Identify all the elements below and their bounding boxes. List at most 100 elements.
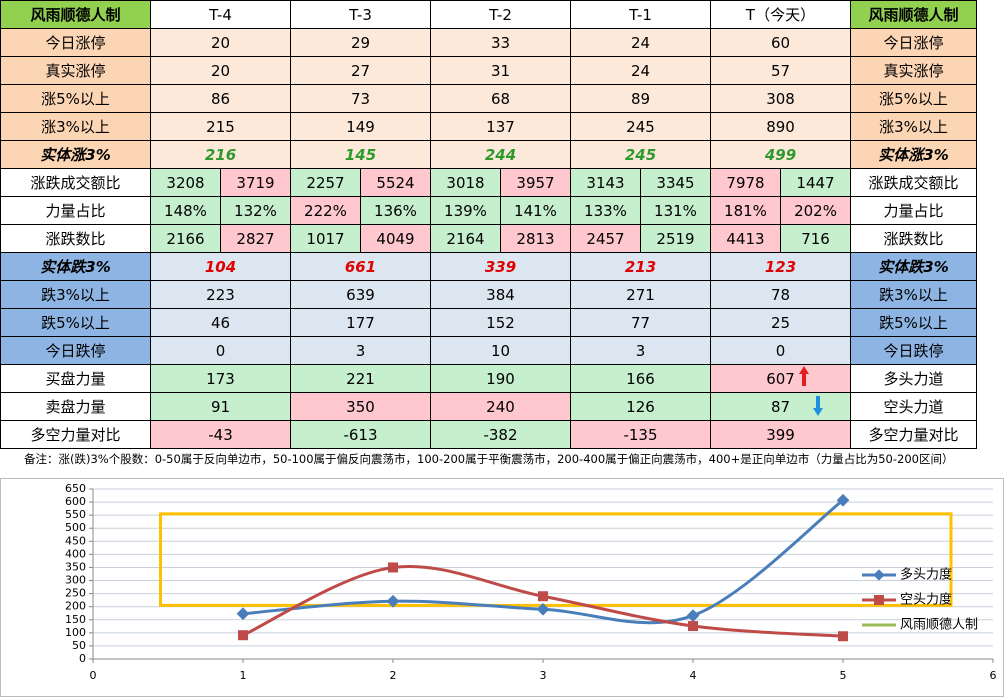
- value-cell: 661: [290, 252, 431, 281]
- y-tick-label: 450: [65, 534, 86, 547]
- value-cell: 173: [150, 364, 291, 393]
- value-cell: 60: [709, 28, 852, 57]
- note: 备注：涨(跌)3%个股数：0-50属于反向单边市，50-100属于偏反向震荡市，…: [24, 452, 954, 466]
- pair-cell: 3719: [220, 168, 291, 197]
- y-tick-label: 0: [79, 652, 86, 665]
- x-tick-label: 4: [690, 669, 697, 682]
- row-label-right: 跌3%以上: [850, 280, 978, 309]
- pair-cell: 2827: [220, 224, 291, 253]
- y-tick-label: 400: [65, 547, 86, 560]
- row-label-right: 涨跌数比: [850, 224, 978, 253]
- value-cell: 152: [430, 308, 571, 337]
- row-label-right: 力量占比: [850, 196, 978, 225]
- row-label: 跌5%以上: [0, 308, 151, 337]
- pair-cell: 1017: [290, 224, 361, 253]
- value-cell: 271: [570, 280, 711, 309]
- row-label-right: 涨5%以上: [850, 84, 978, 113]
- table-row: 实体跌3% 104 661 339 213 123 实体跌3%: [0, 252, 978, 281]
- table-row: 涨跌数比 2166 2827 1017 4049 2164 2813 2457 2519 4413…: [0, 224, 978, 253]
- pair-cell: 132%: [220, 196, 291, 225]
- header-cell: T-1: [570, 0, 711, 29]
- y-tick-label: 200: [65, 600, 86, 613]
- row-label-right: 涨跌成交额比: [850, 168, 978, 197]
- header-cell: T-2: [430, 0, 571, 29]
- pair-cell: 139%: [430, 196, 501, 225]
- data-table: 风雨顺德人制 T-4 T-3 T-2 T-1 T（今天） 风雨顺德人制 今日涨停 20 29 33 2…: [0, 0, 978, 449]
- x-tick-label: 3: [540, 669, 547, 682]
- value-cell: 68: [430, 84, 571, 113]
- value-cell: 216: [150, 140, 291, 169]
- pair-cell: 136%: [360, 196, 431, 225]
- y-tick-label: 600: [65, 495, 86, 508]
- y-tick-label: 100: [65, 626, 86, 639]
- value-cell: 20: [150, 56, 291, 85]
- pair-cell: 2166: [150, 224, 221, 253]
- pair-cell: 3208: [150, 168, 221, 197]
- header-cell: T（今天）: [709, 0, 852, 29]
- value-cell: -43: [150, 420, 291, 449]
- value-cell: 27: [290, 56, 431, 85]
- y-tick-label: 150: [65, 613, 86, 626]
- row-label: 今日跌停: [0, 336, 151, 365]
- table-row: 卖盘力量 91 350 240 126 87 空头力道: [0, 392, 978, 421]
- value-cell: 244: [430, 140, 571, 169]
- pair-cell: 3018: [430, 168, 501, 197]
- row-label-right: 实体涨3%: [850, 140, 978, 169]
- row-label: 涨5%以上: [0, 84, 151, 113]
- value-cell: 339: [430, 252, 571, 281]
- value-cell: 46: [150, 308, 291, 337]
- value-cell: 190: [430, 364, 571, 393]
- value-cell: 245: [570, 140, 711, 169]
- header-cell: 风雨顺德人制: [0, 0, 151, 29]
- value-cell: 33: [430, 28, 571, 57]
- value-cell: 87: [709, 392, 852, 421]
- marker: [838, 631, 848, 642]
- header-cell: 风雨顺德人制: [850, 0, 978, 29]
- value-cell: 240: [430, 392, 571, 421]
- value-cell: 350: [290, 392, 431, 421]
- row-label-right: 多空力量对比: [850, 420, 978, 449]
- value-cell: 24: [570, 28, 711, 57]
- table-row: 涨3%以上 215 149 137 245 890 涨3%以上: [0, 112, 978, 141]
- value-cell: 215: [150, 112, 291, 141]
- row-label: 涨3%以上: [0, 112, 151, 141]
- value-cell: 24: [570, 56, 711, 85]
- highlight-box: [159, 512, 953, 607]
- pair-cell: 4049: [360, 224, 431, 253]
- row-label-right: 多头力道: [850, 364, 978, 393]
- pair-cell: 2457: [570, 224, 641, 253]
- row-label-right: 实体跌3%: [850, 252, 978, 281]
- pair-cell: 1447: [779, 168, 852, 197]
- value-cell: 57: [709, 56, 852, 85]
- table-row: 真实涨停 20 27 31 24 57 真实涨停: [0, 56, 978, 85]
- pair-cell: 2813: [500, 224, 571, 253]
- value-cell: 29: [290, 28, 431, 57]
- table-row: 跌3%以上 223 639 384 271 78 跌3%以上: [0, 280, 978, 309]
- pair-cell: 716: [779, 224, 852, 253]
- value-cell: 77: [570, 308, 711, 337]
- x-tick-label: 2: [390, 669, 397, 682]
- pair-cell: 3143: [570, 168, 641, 197]
- row-label-right: 跌5%以上: [850, 308, 978, 337]
- table-row: 买盘力量 173 221 190 166 607 多头力道: [0, 364, 978, 393]
- y-tick-label: 250: [65, 587, 86, 600]
- value-cell: 223: [150, 280, 291, 309]
- table-row: 实体涨3% 216 145 244 245 499 实体涨3%: [0, 140, 978, 169]
- value-cell: 145: [290, 140, 431, 169]
- value-cell: 384: [430, 280, 571, 309]
- row-label: 力量占比: [0, 196, 151, 225]
- row-label: 跌3%以上: [0, 280, 151, 309]
- value-cell: 86: [150, 84, 291, 113]
- value-cell: 20: [150, 28, 291, 57]
- value-cell: -135: [570, 420, 711, 449]
- marker: [688, 621, 698, 632]
- value-cell: 104: [150, 252, 291, 281]
- value-cell: 3: [570, 336, 711, 365]
- header-cell: T-3: [290, 0, 431, 29]
- value-cell: 31: [430, 56, 571, 85]
- value-cell: 10: [430, 336, 571, 365]
- down-arrow: [813, 396, 823, 416]
- table-row: 今日涨停 20 29 33 24 60 今日涨停: [0, 28, 978, 57]
- pair-cell: 141%: [500, 196, 571, 225]
- row-label: 涨跌成交额比: [0, 168, 151, 197]
